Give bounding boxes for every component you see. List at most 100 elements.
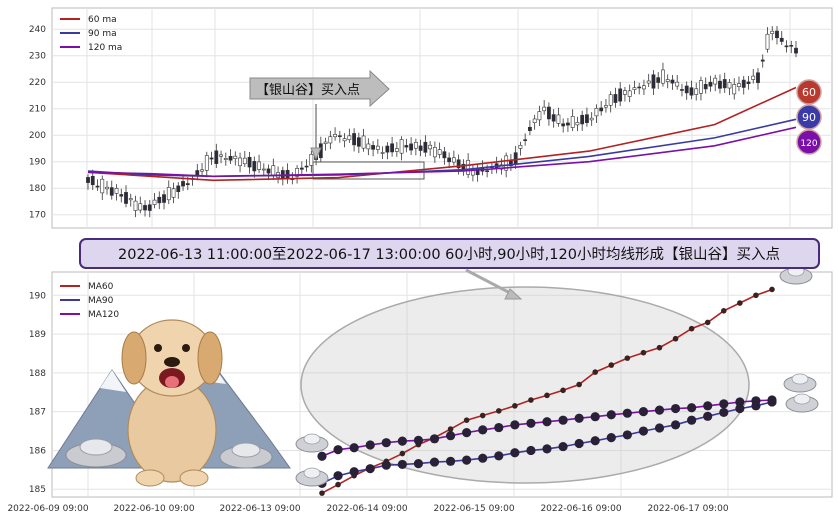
dog-tongue: [165, 376, 179, 388]
bottom-ytick-label: 188: [29, 369, 46, 379]
top-ytick-label: 180: [29, 184, 46, 194]
point-ma90: [445, 456, 456, 466]
candle-body: [675, 81, 680, 87]
point-ma60: [737, 300, 743, 306]
point-ma60: [399, 450, 406, 457]
candle-body: [271, 165, 276, 176]
candle-body: [219, 154, 223, 157]
point-ma60: [495, 408, 502, 414]
bottom-xtick-label: 2022-06-10 09:00: [113, 504, 194, 514]
candle-body: [238, 157, 242, 167]
candle-body: [566, 122, 570, 126]
candle-body: [599, 107, 604, 112]
candle-body: [418, 145, 423, 151]
candle-body: [646, 80, 651, 84]
candle-body: [770, 30, 775, 34]
point-ma90: [670, 420, 681, 430]
point-ma120: [767, 395, 777, 405]
candle-body: [128, 198, 133, 201]
candle-body: [703, 84, 708, 90]
point-ma120: [558, 415, 568, 425]
point-ma120: [542, 417, 552, 427]
candle-body: [404, 145, 409, 148]
bottom-ytick-label: 189: [29, 330, 46, 340]
candle-body: [152, 199, 157, 205]
point-ma60: [528, 397, 534, 403]
candle-body: [485, 170, 490, 172]
candle-body: [694, 88, 699, 95]
candle-body: [228, 155, 233, 161]
candle-body: [133, 200, 138, 211]
candle-body: [451, 157, 456, 163]
candle-body: [261, 168, 266, 171]
banner-text: 2022-06-13 11:00:00至2022-06-17 13:00:00 …: [118, 246, 780, 263]
point-ma120: [317, 451, 327, 461]
candle-body: [680, 89, 684, 91]
top-legend-label: 60 ma: [88, 15, 117, 25]
point-ma120: [719, 399, 729, 409]
point-ma90: [333, 471, 343, 481]
ma-badge-90: [796, 104, 822, 130]
point-ma90: [622, 430, 632, 440]
top-ytick-label: 230: [29, 52, 46, 62]
bottom-xtick-label: 2022-06-16 09:00: [540, 504, 621, 514]
candle-body: [143, 205, 147, 211]
candle-body: [580, 114, 585, 125]
point-ma120: [638, 407, 649, 417]
dog-eye: [182, 344, 190, 352]
point-ma90: [510, 448, 520, 458]
ma-badge-120: [796, 129, 822, 155]
candle-body: [119, 194, 124, 197]
candle-body: [109, 187, 114, 196]
candle-body: [746, 81, 751, 85]
top-legend: 60 ma 90 ma 120 ma: [60, 15, 122, 53]
point-ma90: [365, 464, 375, 474]
candle-body: [466, 159, 471, 175]
silver-ingot-top: [793, 393, 811, 405]
top-ytick-label: 170: [29, 211, 46, 221]
candle-body: [380, 152, 385, 154]
candle-body: [171, 188, 176, 198]
top-ytick-label: 210: [29, 105, 46, 115]
silver-ingot-top: [231, 442, 261, 458]
point-ma60: [463, 417, 470, 423]
point-ma90: [638, 426, 649, 436]
top-plot-area: [51, 7, 833, 229]
point-ma90: [349, 467, 359, 477]
dog-eye: [154, 344, 162, 352]
candle-body: [513, 152, 518, 165]
point-ma90: [478, 453, 488, 463]
candle-body: [428, 144, 433, 150]
banner-arrow-line: [465, 268, 513, 296]
annotation-pointer-head: [310, 147, 322, 161]
point-ma90: [413, 459, 424, 469]
point-ma120: [687, 403, 697, 413]
point-ma90: [574, 438, 584, 449]
candle-body: [532, 118, 537, 123]
candle-body: [437, 149, 442, 155]
candle-body: [670, 79, 675, 84]
mountain-snowcap: [100, 370, 126, 392]
top-ytick-label: 200: [29, 131, 46, 141]
candle-body: [585, 114, 589, 123]
top-ytick-label: 240: [29, 25, 46, 35]
candle-body: [779, 37, 784, 42]
bottom-legend-label: MA120: [88, 310, 119, 320]
point-ma90: [719, 407, 729, 418]
candle-body: [727, 82, 732, 89]
top-chart: 170 180 190 200 210 220 230 240 60 ma 90 ma 120 ma…: [29, 7, 833, 229]
candle-body: [176, 185, 181, 192]
candle-body: [209, 157, 214, 160]
point-ma120: [429, 434, 440, 444]
point-ma60: [753, 292, 759, 299]
signal-region-box: [312, 161, 425, 180]
candle-body: [252, 161, 257, 172]
point-ma60: [512, 403, 518, 409]
candle-body: [504, 155, 509, 171]
candle-body: [409, 143, 414, 151]
point-ma60: [592, 369, 599, 375]
candle-body: [204, 155, 209, 171]
point-ma90: [590, 436, 600, 446]
candle-body: [366, 143, 371, 150]
candle-body: [337, 135, 342, 137]
